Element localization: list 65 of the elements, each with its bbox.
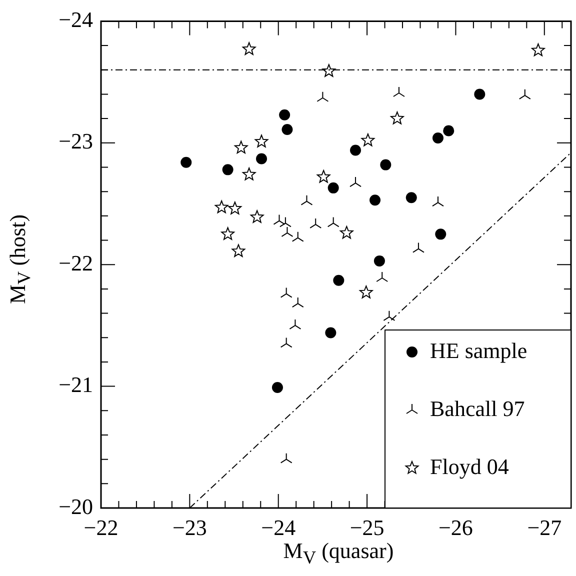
point [292,231,304,242]
point [359,286,373,298]
point [325,327,336,338]
point [322,64,336,77]
point [316,91,329,102]
legend-label: HE sample [430,338,528,363]
point [432,196,444,207]
point [380,159,392,170]
point [282,124,293,136]
point [242,168,256,180]
legend-label: Bahcall 97 [430,396,525,421]
point [350,176,362,188]
point [250,210,264,223]
point [432,132,444,144]
point [374,255,385,266]
point [214,200,228,214]
point [390,112,404,124]
point [222,164,234,176]
point [350,144,362,156]
x-tick-label: −25 [350,514,384,540]
point [392,86,405,98]
point [474,88,486,100]
point [370,194,381,206]
point [443,125,454,136]
y-tick-label: −21 [58,372,93,398]
y-tick-label: −23 [58,128,93,154]
point [316,170,330,183]
point [412,242,424,253]
point [518,88,531,100]
point [280,287,292,298]
point [281,226,294,237]
x-axis-title: M$_{V}$ (quasar) [282,538,395,568]
point [310,218,322,228]
x-tick-label: −23 [172,514,207,540]
point [333,274,344,286]
point [532,43,545,56]
point [280,337,292,348]
point [289,318,302,330]
point [376,271,388,282]
legend-label: Floyd 04 [430,454,509,479]
point [254,134,268,148]
point [228,202,242,214]
point [292,297,304,308]
point [279,109,290,120]
point [242,42,256,55]
point [232,244,246,257]
point [272,382,283,394]
point [180,156,192,168]
point [234,140,248,154]
x-tick-label: −26 [438,514,473,540]
point [435,228,446,240]
point [383,310,396,321]
point [340,226,354,239]
x-tick-label: −24 [261,514,296,540]
point [328,182,339,194]
point [221,227,234,240]
point [300,194,313,206]
point [256,153,268,164]
point [280,452,292,464]
point [361,133,375,146]
y-tick-label: −22 [58,250,93,276]
x-tick-label: −27 [527,514,562,540]
point [406,192,417,204]
point [327,216,340,228]
y-tick-label: −24 [58,6,93,32]
